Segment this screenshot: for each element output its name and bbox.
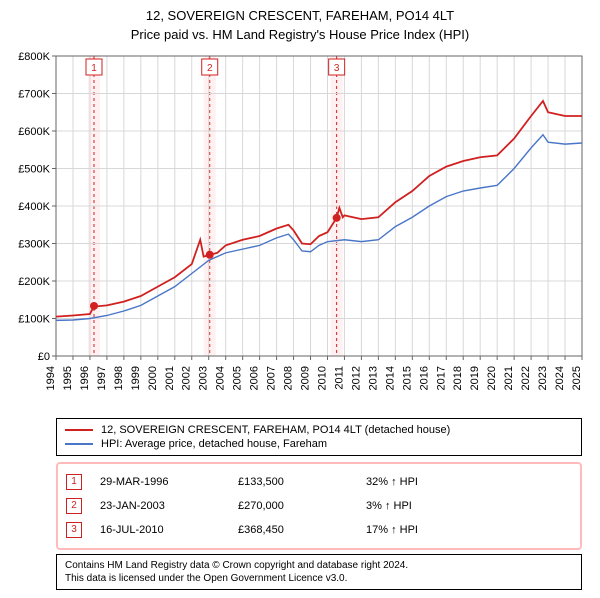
svg-text:£800K: £800K	[18, 52, 50, 63]
sale-number-badge: 3	[66, 522, 82, 538]
svg-text:1997: 1997	[96, 366, 108, 390]
svg-text:2025: 2025	[571, 366, 583, 390]
svg-text:2009: 2009	[300, 366, 312, 390]
svg-text:1999: 1999	[130, 366, 142, 390]
svg-text:£500K: £500K	[18, 164, 50, 176]
svg-text:2015: 2015	[401, 366, 413, 390]
sale-date: 16-JUL-2010	[100, 524, 220, 536]
svg-text:2012: 2012	[350, 366, 362, 390]
svg-text:2010: 2010	[316, 366, 328, 390]
svg-text:2020: 2020	[486, 366, 498, 390]
sale-price: £368,450	[238, 524, 348, 536]
svg-text:2017: 2017	[435, 366, 447, 390]
price-vs-hpi-chart: £0 £100K £200K £300K £400K £500K £600K £700K £80…	[8, 52, 592, 412]
svg-text:3: 3	[334, 63, 340, 74]
sales-row: 2 23-JAN-2003 £270,000 3% ↑ HPI	[66, 494, 572, 518]
svg-text:2006: 2006	[249, 366, 261, 390]
svg-text:£400K: £400K	[18, 201, 50, 213]
legend-item: 12, SOVEREIGN CRESCENT, FAREHAM, PO14 4L…	[65, 423, 573, 437]
svg-text:2024: 2024	[554, 366, 566, 390]
sale-number-badge: 1	[66, 474, 82, 490]
sales-row: 3 16-JUL-2010 £368,450 17% ↑ HPI	[66, 518, 572, 542]
svg-text:2004: 2004	[215, 366, 227, 390]
svg-text:2008: 2008	[283, 366, 295, 390]
legend-label: HPI: Average price, detached house, Fare…	[101, 438, 327, 450]
legend-swatch	[65, 443, 93, 445]
attribution-footer: Contains HM Land Registry data © Crown c…	[56, 554, 582, 590]
legend-item: HPI: Average price, detached house, Fare…	[65, 437, 573, 451]
svg-text:2003: 2003	[198, 366, 210, 390]
sale-delta: 17% ↑ HPI	[366, 524, 418, 536]
svg-text:2007: 2007	[266, 366, 278, 390]
svg-text:2: 2	[207, 63, 213, 74]
svg-text:2002: 2002	[181, 366, 193, 390]
svg-text:£600K: £600K	[18, 126, 50, 138]
svg-text:2021: 2021	[503, 366, 515, 390]
sale-price: £270,000	[238, 500, 348, 512]
legend-swatch	[65, 429, 93, 431]
chart-title-main: 12, SOVEREIGN CRESCENT, FAREHAM, PO14 4L…	[8, 8, 592, 23]
svg-text:2019: 2019	[469, 366, 481, 390]
svg-text:2014: 2014	[384, 366, 396, 390]
svg-text:£100K: £100K	[18, 314, 50, 326]
sale-delta: 3% ↑ HPI	[366, 500, 412, 512]
sales-history-box: 1 29-MAR-1996 £133,500 32% ↑ HPI 2 23-JAN-200…	[56, 462, 582, 550]
svg-text:2011: 2011	[333, 366, 345, 390]
svg-text:1996: 1996	[79, 366, 91, 390]
svg-text:£300K: £300K	[18, 239, 50, 251]
sale-delta: 32% ↑ HPI	[366, 476, 418, 488]
svg-text:1994: 1994	[45, 366, 57, 390]
svg-text:2005: 2005	[232, 366, 244, 390]
sale-price: £133,500	[238, 476, 348, 488]
footer-line-2: This data is licensed under the Open Gov…	[65, 572, 573, 585]
svg-text:2001: 2001	[164, 366, 176, 390]
svg-text:2018: 2018	[452, 366, 464, 390]
svg-text:2013: 2013	[367, 366, 379, 390]
svg-text:1: 1	[91, 63, 97, 74]
sale-date: 29-MAR-1996	[100, 476, 220, 488]
svg-text:2023: 2023	[537, 366, 549, 390]
svg-text:2016: 2016	[418, 366, 430, 390]
svg-text:2000: 2000	[147, 366, 159, 390]
svg-text:1998: 1998	[113, 366, 125, 390]
svg-text:2022: 2022	[520, 366, 532, 390]
sale-number-badge: 2	[66, 498, 82, 514]
svg-text:£200K: £200K	[18, 276, 50, 288]
chart-title-sub: Price paid vs. HM Land Registry's House …	[8, 27, 592, 42]
chart-legend: 12, SOVEREIGN CRESCENT, FAREHAM, PO14 4L…	[56, 418, 582, 456]
svg-text:£700K: £700K	[18, 89, 50, 101]
sale-date: 23-JAN-2003	[100, 500, 220, 512]
legend-label: 12, SOVEREIGN CRESCENT, FAREHAM, PO14 4L…	[101, 424, 450, 436]
svg-text:£0: £0	[38, 351, 50, 363]
footer-line-1: Contains HM Land Registry data © Crown c…	[65, 559, 573, 572]
sales-row: 1 29-MAR-1996 £133,500 32% ↑ HPI	[66, 470, 572, 494]
svg-text:1995: 1995	[62, 366, 74, 390]
